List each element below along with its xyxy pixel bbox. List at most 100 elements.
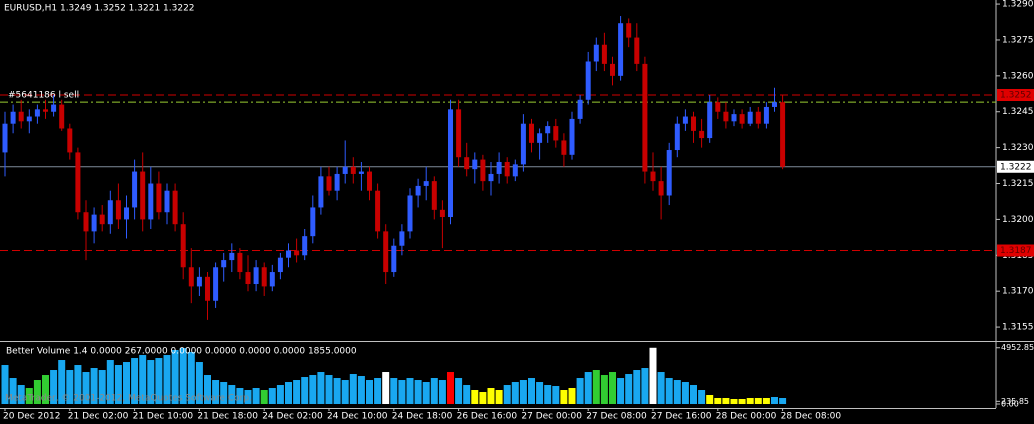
volume-bar bbox=[366, 380, 373, 404]
candle-body bbox=[164, 190, 170, 213]
candle-body bbox=[601, 44, 607, 64]
volume-bar bbox=[244, 390, 252, 404]
y-tick-label: 1.3215 bbox=[1002, 179, 1034, 189]
volume-bar bbox=[220, 382, 228, 404]
candle-body bbox=[585, 61, 591, 100]
candle-body bbox=[124, 207, 129, 220]
volume-bar bbox=[333, 378, 341, 404]
y-tick-label: 1.3230 bbox=[1002, 143, 1034, 153]
candle-body bbox=[67, 128, 73, 153]
volume-bar bbox=[414, 380, 422, 404]
volume-bar bbox=[228, 385, 236, 404]
volume-bar bbox=[706, 395, 714, 404]
x-tick-label: 27 Dec 16:00 bbox=[651, 412, 712, 422]
candle-body bbox=[780, 102, 786, 167]
candle-body bbox=[156, 183, 162, 213]
volume-bar bbox=[528, 378, 535, 404]
y-tick-label: 1.3170 bbox=[1002, 287, 1034, 297]
candle-body bbox=[772, 102, 777, 107]
candle-body bbox=[593, 44, 599, 62]
volume-bar bbox=[325, 375, 333, 404]
candle-body bbox=[326, 176, 332, 191]
candle-body bbox=[431, 181, 437, 210]
candle-body bbox=[512, 164, 518, 177]
volume-bar bbox=[568, 388, 576, 404]
candle-body bbox=[731, 114, 737, 122]
volume-bar bbox=[341, 380, 349, 404]
volume-bar bbox=[349, 374, 357, 404]
volume-bar bbox=[9, 378, 17, 404]
candle-body bbox=[229, 252, 235, 261]
volume-bar bbox=[236, 388, 244, 404]
candle-body bbox=[318, 176, 324, 208]
candle-body bbox=[472, 159, 478, 170]
volume-bar bbox=[447, 372, 454, 404]
candle-body bbox=[107, 200, 113, 225]
candle-body bbox=[334, 173, 340, 191]
volume-bar bbox=[609, 372, 616, 404]
volume-bar bbox=[17, 385, 25, 404]
volume-bar bbox=[762, 398, 770, 404]
volume-bar bbox=[754, 398, 762, 404]
candle-body bbox=[75, 152, 81, 213]
volume-bar bbox=[293, 380, 301, 404]
candle-body bbox=[26, 116, 32, 122]
candle-body bbox=[545, 126, 551, 134]
volume-bar bbox=[681, 382, 689, 404]
volume-bar bbox=[560, 390, 568, 404]
y-tick-label: 1.3245 bbox=[1002, 107, 1034, 117]
volume-bar bbox=[779, 398, 787, 404]
candle-body bbox=[188, 267, 194, 287]
candle-body bbox=[277, 257, 283, 273]
candle-body bbox=[269, 272, 275, 287]
candle-body bbox=[237, 252, 243, 273]
y-tick-label: 1.3155 bbox=[1002, 323, 1034, 333]
volume-bar bbox=[204, 375, 211, 404]
candle-body bbox=[496, 161, 502, 174]
candle-body bbox=[140, 171, 146, 220]
x-tick-label: 27 Dec 00:00 bbox=[521, 412, 582, 422]
candle-body bbox=[553, 126, 559, 141]
volume-bar bbox=[187, 352, 195, 404]
x-tick-label: 27 Dec 08:00 bbox=[586, 412, 647, 422]
volume-bar bbox=[495, 390, 503, 404]
volume-bar bbox=[471, 390, 479, 404]
volume-bar bbox=[649, 347, 657, 404]
candle-body bbox=[642, 63, 648, 172]
candle-body bbox=[245, 272, 251, 285]
volume-bar bbox=[309, 375, 317, 404]
candle-body bbox=[18, 111, 24, 122]
y-tick-label: 4952.85 bbox=[1001, 343, 1034, 352]
volume-bar bbox=[746, 398, 754, 404]
volume-bar bbox=[536, 382, 544, 404]
candle-body bbox=[367, 171, 372, 191]
x-tick-label: 21 Dec 10:00 bbox=[133, 412, 194, 422]
volume-bar bbox=[25, 388, 33, 404]
volume-bar bbox=[252, 388, 260, 404]
candle-body bbox=[739, 114, 745, 124]
candle-body bbox=[213, 267, 219, 301]
order-label: #5641186 l sell bbox=[8, 91, 79, 101]
candle-body bbox=[51, 104, 57, 112]
candle-body bbox=[172, 190, 178, 225]
watermark: MetaTrader, © 2001-2012, MetaQuotes Soft… bbox=[5, 394, 252, 404]
volume-bar bbox=[357, 376, 365, 404]
candle-body bbox=[634, 37, 640, 64]
volume-bar bbox=[163, 355, 171, 404]
volume-bar bbox=[155, 358, 163, 404]
volume-bar bbox=[139, 355, 147, 404]
volume-bar bbox=[82, 372, 90, 404]
volume-bar bbox=[438, 380, 446, 404]
volume-bar bbox=[179, 348, 187, 404]
y-tick-label: 235.85 bbox=[1001, 397, 1029, 406]
x-tick-label: 24 Dec 02:00 bbox=[262, 412, 323, 422]
volume-bar bbox=[74, 365, 82, 404]
candle-body bbox=[707, 102, 713, 139]
y-tick-label: 1.3275 bbox=[1002, 35, 1034, 45]
candle-body bbox=[10, 111, 16, 124]
candle-body bbox=[415, 185, 421, 196]
price-box-label: 1.3187 bbox=[1000, 246, 1032, 256]
candle-body bbox=[383, 231, 389, 273]
candle-body bbox=[91, 214, 97, 232]
volume-bar bbox=[552, 386, 560, 404]
